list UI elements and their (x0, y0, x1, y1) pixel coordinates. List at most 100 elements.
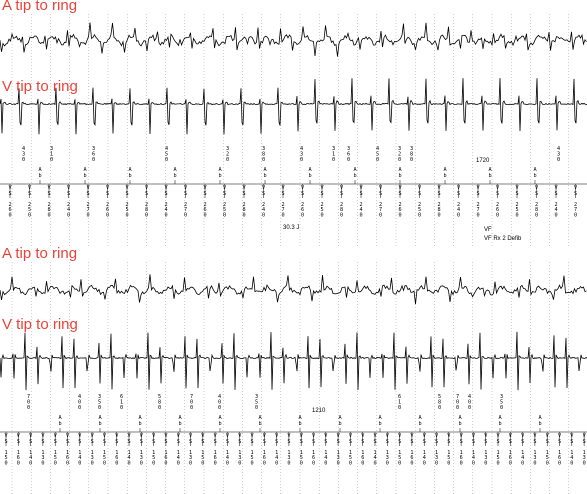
strip-1-marker-sub: b (129, 173, 132, 179)
undefined-aa-interval-digit: 0 (332, 157, 335, 163)
undefined-aa-interval-digit: 5 (376, 151, 379, 157)
undefined-aa-interval-digit: 3 (50, 146, 53, 152)
strip-1-marker-sub: S (126, 191, 129, 197)
strip-2-interval-digit: 0 (521, 460, 524, 466)
strip-1-interval-digit: 8 (535, 207, 538, 213)
undefined-aa-interval-digit: 1 (332, 151, 335, 157)
strip-2-interval-digit: 0 (201, 460, 204, 466)
strip-1-marker-label: A (219, 167, 223, 173)
undefined-aa-interval-digit: 3 (410, 146, 413, 152)
strip-2-interval-digit: 1 (5, 450, 8, 456)
strip-1-marker-sub: b (534, 173, 537, 179)
undefined-aa-interval-digit: 3 (557, 151, 560, 157)
strip-1-marker-label: V (223, 185, 226, 191)
strip-1-interval-digit: 2 (184, 202, 187, 208)
strip-2-interval-digit: 0 (374, 460, 377, 466)
strip-2-interval-digit: 1 (324, 450, 327, 456)
strip-1-marker-sub: S (340, 191, 343, 197)
strip-1-marker-label: V (418, 185, 421, 191)
strip-1-marker-sub: S (399, 191, 402, 197)
strip-2-marker-label: A (219, 415, 223, 421)
strip-1-interval-digit: 5 (28, 207, 31, 213)
strip-2-interval-digit: 5 (152, 455, 155, 461)
strip-2-marker-label: V (386, 433, 389, 439)
strip-2-interval-digit: 0 (251, 460, 254, 466)
strip-2-interval-digit: 0 (497, 460, 500, 466)
strip-1-interval-digit: 0 (496, 212, 499, 218)
strip-1-interval-digit: 0 (243, 212, 246, 218)
strip-2-interval-digit: 0 (238, 460, 241, 466)
strip-2-interval-digit: 3 (484, 455, 487, 461)
strip-2-marker-label: V (361, 433, 364, 439)
strip-2-interval-digit: 4 (423, 455, 426, 461)
strip-2-marker-sub: S (533, 439, 536, 445)
strip-2-interval-digit: 0 (484, 460, 487, 466)
strip-2-interval-digit: 1 (497, 450, 500, 456)
strip-1-interval-digit: 2 (438, 202, 441, 208)
strip-1-interval-digit: 2 (535, 202, 538, 208)
strip-2-interval-digit: 4 (177, 455, 180, 461)
strip-1-interval-digit: 2 (555, 202, 558, 208)
strip-1-marker-label: V (438, 185, 441, 191)
strip-2-interval-digit: 3 (189, 455, 192, 461)
strip-2-marker-sub: b (459, 421, 462, 427)
strip-1-therapy-label: VF Rx 2 Defib (484, 236, 522, 242)
undefined-aa-interval-digit: 3 (92, 146, 95, 152)
undefined-aa-interval-digit: 7 (190, 394, 193, 400)
strip-2-interval-digit: 3 (287, 455, 290, 461)
strip-2-marker-sub: S (78, 439, 81, 445)
undefined-aa-interval-digit: 0 (50, 157, 53, 163)
strip-2-marker-sub: S (91, 439, 94, 445)
undefined-aa-interval-digit: 3 (98, 394, 101, 400)
strip-2-ventricular-trace (0, 331, 587, 391)
strip-1-interval-digit: 4 (360, 207, 363, 213)
strip-1-vf-label: VF (484, 227, 492, 233)
strip-2-marker-label: A (419, 415, 423, 421)
strip-2-interval-digit: 3 (533, 455, 536, 461)
strip-1-interval-digit: 2 (340, 202, 343, 208)
strip-2-interval-digit: 0 (312, 460, 315, 466)
strip-1-interval-digit: 0 (321, 212, 324, 218)
strip-2-interval-digit: 0 (17, 460, 20, 466)
strip-2-interval-digit: 1 (251, 450, 254, 456)
strip-2-marker-sub: S (214, 439, 217, 445)
strip-1-interval-digit: 0 (360, 212, 363, 218)
strip-2-marker-label: A (539, 415, 543, 421)
strip-2-interval-digit: 0 (177, 460, 180, 466)
strip-2-interval-label: 1210 (312, 408, 326, 414)
strip-2-marker-sub: b (59, 421, 62, 427)
strip-2-marker-sub: S (66, 439, 69, 445)
strip-2-interval-digit: 1 (54, 450, 57, 456)
strip-2-interval-digit: 3 (41, 455, 44, 461)
strip-2-marker-sub: b (99, 421, 102, 427)
strip-2-interval-digit: 1 (460, 450, 463, 456)
strip-1-marker-label: A (354, 167, 358, 173)
strip-2-marker-label: V (152, 433, 155, 439)
strip-1-interval-digit: 2 (87, 202, 90, 208)
strip-2-marker-sub: S (201, 439, 204, 445)
strip-2-interval-digit: 6 (558, 455, 561, 461)
strip-2-interval-digit: 6 (263, 455, 266, 461)
undefined-aa-interval-digit: 0 (468, 399, 471, 405)
strip-1-interval-digit: 2 (360, 202, 363, 208)
strip-2-marker-sub: S (54, 439, 57, 445)
strip-1-interval-digit: 2 (106, 202, 109, 208)
strip-2-marker-label: V (189, 433, 192, 439)
strip-2-marker-sub: S (460, 439, 463, 445)
strip-2-marker-sub: S (361, 439, 364, 445)
strip-2-marker-label: V (337, 433, 340, 439)
strip-2-interval-digit: 0 (41, 460, 44, 466)
strip-2-marker-sub: b (179, 421, 182, 427)
strip-2-marker-label: V (41, 433, 44, 439)
undefined-aa-interval-digit: 3 (332, 146, 335, 152)
strip-1-marker-label: V (48, 185, 51, 191)
strip-2-marker-sub: b (139, 421, 142, 427)
strip-1-ventricular-trace (0, 78, 587, 135)
strip-2-marker-sub: S (435, 439, 438, 445)
strip-1-marker-label: V (535, 185, 538, 191)
strip-2-interval-digit: 1 (398, 450, 401, 456)
strip-2-interval-digit: 0 (410, 460, 413, 466)
strip-2-marker-sub: S (287, 439, 290, 445)
strip-1-marker-label: V (555, 185, 558, 191)
strip-1-marker-sub: S (574, 191, 577, 197)
